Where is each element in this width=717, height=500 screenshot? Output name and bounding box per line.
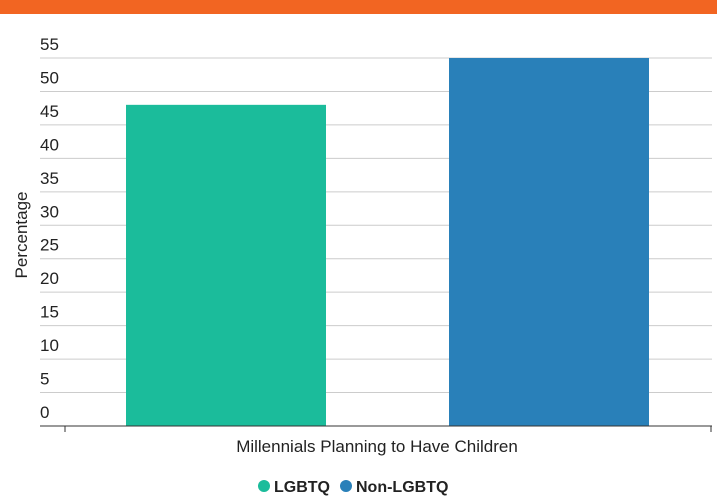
y-tick-label-0: 0 — [40, 403, 49, 422]
y-tick-label-5: 5 — [40, 370, 49, 389]
y-tick-label-45: 45 — [40, 102, 59, 121]
legend: LGBTQ Non-LGBTQ — [258, 479, 448, 496]
y-axis-title: Percentage — [12, 192, 31, 279]
y-tick-label-50: 50 — [40, 68, 59, 87]
y-tick-label-35: 35 — [40, 169, 59, 188]
bar-lgbtq — [126, 104, 326, 426]
legend-marker-non-lgbtq — [340, 480, 352, 492]
y-tick-label-15: 15 — [40, 303, 59, 322]
y-tick-label-30: 30 — [40, 202, 59, 221]
x-axis-title: Millennials Planning to Have Children — [236, 437, 518, 456]
y-tick-labels: 0 5 10 15 20 25 30 35 40 45 50 55 — [40, 35, 59, 422]
y-tick-label-20: 20 — [40, 269, 59, 288]
x-ticks — [64, 426, 712, 432]
y-tick-label-40: 40 — [40, 135, 59, 154]
bars — [126, 58, 649, 426]
y-tick-label-25: 25 — [40, 236, 59, 255]
legend-label-lgbtq: LGBTQ — [274, 479, 330, 496]
bar-non-lgbtq — [449, 58, 649, 426]
top-accent-bar — [0, 0, 717, 14]
legend-label-non-lgbtq: Non-LGBTQ — [356, 479, 448, 496]
y-tick-label-10: 10 — [40, 336, 59, 355]
legend-marker-lgbtq — [258, 480, 270, 492]
y-tick-label-55: 55 — [40, 35, 59, 54]
